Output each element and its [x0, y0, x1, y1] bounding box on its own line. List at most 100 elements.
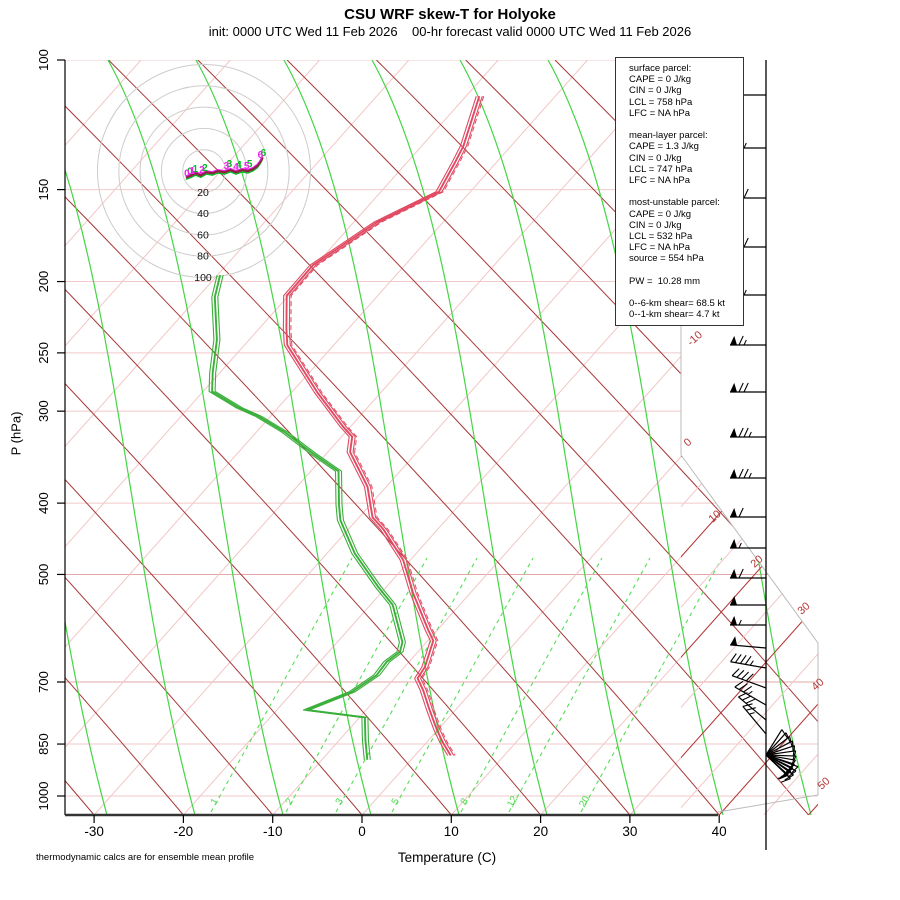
temperature-tick-label: 30: [622, 824, 637, 839]
hodograph-height-label-green: 3: [227, 159, 233, 170]
wind-barbs: [730, 60, 799, 850]
wind-barb: [765, 750, 796, 756]
mixing-ratio-labels: 1 2 3 5 8 12 20: [209, 794, 593, 810]
isotherm-line: [65, 60, 320, 815]
isotherm-label: 10: [706, 508, 723, 525]
hodograph-height-label-green: 5: [247, 159, 253, 170]
info-line: CAPE = 1.3 J/kg: [629, 141, 699, 153]
hodograph-height-label: 1: [190, 166, 196, 177]
pressure-tick-label: 250: [36, 342, 51, 364]
hodograph-height-label: 6: [258, 150, 264, 161]
hodograph-trace-magenta: [185, 155, 264, 177]
dry-adiabat-line: [65, 60, 184, 815]
dry-adiabat-line: [108, 60, 809, 815]
info-line: LCL = 758 hPa: [629, 96, 693, 108]
mixing-ratio-line: [580, 557, 723, 813]
moist-adiabat-line: [459, 60, 636, 815]
wind-barb: [765, 754, 791, 780]
isotherm-label: -10: [685, 329, 705, 349]
wind-barb: [765, 729, 783, 756]
isotherm-line: [65, 60, 588, 815]
dry-adiabat-line: [65, 60, 274, 815]
mixing-ratio-line: [285, 557, 428, 813]
dry-adiabat-line: [65, 60, 363, 815]
wind-barb: [730, 644, 767, 649]
wind-barb: [765, 754, 797, 757]
isotherm-label: 40: [809, 676, 826, 693]
isotherm-line: [808, 60, 818, 815]
info-line: [629, 265, 741, 276]
isotherm-line: [65, 60, 231, 815]
temperature-tick-label: 10: [444, 824, 459, 839]
moist-adiabat-line: [195, 60, 372, 815]
margin-isotherm-line: [681, 455, 818, 815]
mixing-ratio-label: 20: [577, 794, 592, 810]
wind-barb: [730, 661, 767, 669]
dewpoint-member: [208, 274, 400, 760]
page-title: CSU WRF skew-T for Holyoke: [344, 6, 556, 23]
mixing-ratio-line: [391, 557, 534, 813]
temperature-tick-label: -10: [263, 824, 283, 839]
hodograph-ring-label: 40: [197, 208, 209, 220]
dry-adiabat-line: [823, 60, 900, 815]
temperature-tick-label: -20: [174, 824, 194, 839]
hodograph-height-label-green: 2: [202, 163, 208, 174]
margin-isotherm-line: [808, 455, 818, 815]
wind-barb: [765, 754, 794, 776]
dry-adiabat-line: [65, 60, 720, 815]
wind-barb: [765, 740, 793, 756]
dewpoint-member: [211, 274, 404, 760]
hodograph-height-label-green: 1: [193, 164, 199, 175]
wind-barb: [765, 732, 787, 756]
pressure-tick-label: 400: [36, 492, 51, 514]
info-line: [629, 186, 741, 197]
pressure-tick-label: 300: [36, 400, 51, 422]
temperature-member: [282, 96, 477, 756]
wind-barb: [731, 675, 767, 689]
info-line: PW = 10.28 mm: [629, 275, 701, 287]
isotherm-line: [540, 60, 818, 815]
info-line: [629, 119, 741, 130]
mixing-ratio-line: [508, 557, 651, 813]
temperature-axis-label: Temperature (C): [397, 850, 497, 865]
plot-boundary: [680, 322, 819, 813]
mixing-ratio-label: 8: [459, 796, 472, 807]
mixing-ratio-label: 3: [334, 796, 347, 807]
mixing-ratio-line: [210, 557, 353, 813]
temperature-profile: [282, 95, 485, 756]
pressure-tick-label: 1000: [36, 782, 51, 811]
moist-adiabat-line: [65, 60, 108, 815]
info-line: CIN = 0 J/kg: [629, 219, 682, 231]
info-line: CIN = 0 J/kg: [629, 152, 682, 164]
hodograph-height-label: 2: [199, 165, 205, 176]
wind-barb: [765, 745, 795, 756]
hodograph-height-label-green: 0: [187, 166, 193, 177]
hodograph-trace: [185, 156, 264, 179]
info-line: CAPE = 0 J/kg: [629, 74, 692, 86]
mixing-ratio-label: 5: [390, 796, 403, 807]
page-subtitle: init: 0000 UTC Wed 11 Feb 2026 00-hr for…: [208, 24, 692, 39]
pressure-axis-label: P (hPa): [8, 411, 24, 456]
dry-adiabat-line: [65, 60, 631, 815]
margin-isotherm-line: [681, 455, 818, 815]
info-line: 0--1-km shear= 4.7 kt: [629, 309, 720, 321]
hodograph-ring: [139, 106, 269, 236]
pressure-tick-label: 850: [36, 733, 51, 755]
info-line: CIN = 0 J/kg: [629, 85, 682, 97]
hodograph-ring-label: 100: [194, 272, 212, 284]
mixing-ratio-label: 1: [209, 796, 222, 807]
isotherm-line: [65, 60, 499, 815]
dry-adiabat-line: [0, 60, 5, 815]
mixing-ratio-line: [335, 557, 478, 813]
isotherm-label: 0: [682, 436, 695, 449]
hodograph-height-label: 4: [233, 162, 239, 173]
temperature-tick-label: 40: [712, 824, 727, 839]
moist-adiabat-line: [107, 60, 284, 815]
temperature-member: [285, 95, 481, 756]
margin-isotherms: [681, 455, 818, 815]
isotherm-line: [65, 60, 678, 815]
hodograph-ring: [97, 64, 311, 278]
